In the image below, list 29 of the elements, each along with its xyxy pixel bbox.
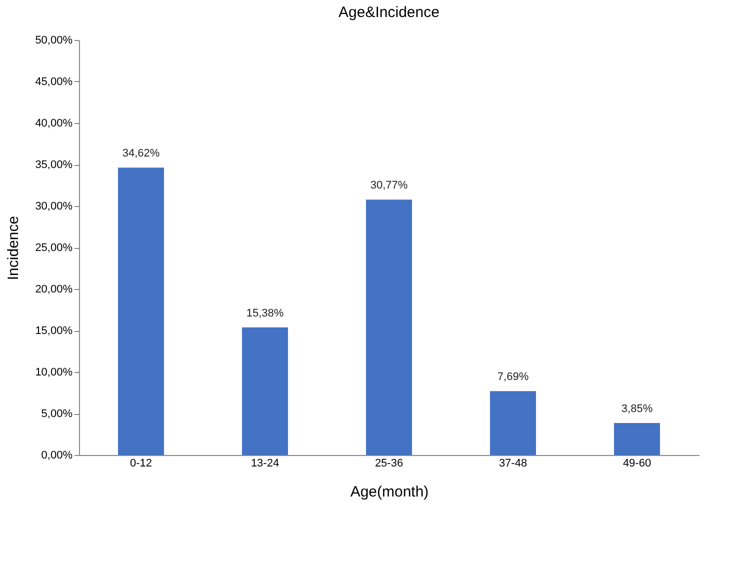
data-label: 34,62% (122, 148, 160, 160)
y-axis-title: Incidence (5, 216, 22, 280)
y-tick-label: 0,00% (41, 450, 73, 462)
y-tick-label: 10,00% (35, 366, 73, 378)
x-axis-title: Age(month) (350, 484, 429, 500)
bar (118, 168, 164, 455)
x-tick-label: 37-48 (498, 458, 528, 470)
bar (490, 391, 536, 455)
y-tick-label: 40,00% (35, 118, 73, 130)
x-tick-label: 25-36 (374, 458, 404, 470)
x-tick-label: 49-60 (622, 458, 652, 470)
y-tick-label: 30,00% (35, 200, 73, 212)
chart-title: Age&Incidence (338, 4, 440, 21)
y-tick-label: 35,00% (35, 159, 73, 171)
data-label: 7,69% (497, 371, 529, 384)
y-tick-label: 45,00% (35, 76, 73, 88)
bar (614, 423, 660, 455)
y-tick-label: 25,00% (35, 242, 73, 254)
data-label: 15,38% (246, 307, 284, 320)
y-tick-label: 5,00% (41, 408, 73, 420)
bar (242, 327, 288, 455)
bar (366, 200, 412, 455)
data-label: 30,77% (370, 180, 408, 192)
x-tick-label: 13-24 (250, 458, 280, 470)
y-tick-label: 15,00% (35, 325, 73, 337)
y-tick-label: 20,00% (35, 284, 73, 296)
data-label: 3,85% (621, 403, 653, 416)
x-tick-label: 0-12 (130, 458, 152, 470)
y-tick-label: 50,00% (35, 34, 73, 46)
